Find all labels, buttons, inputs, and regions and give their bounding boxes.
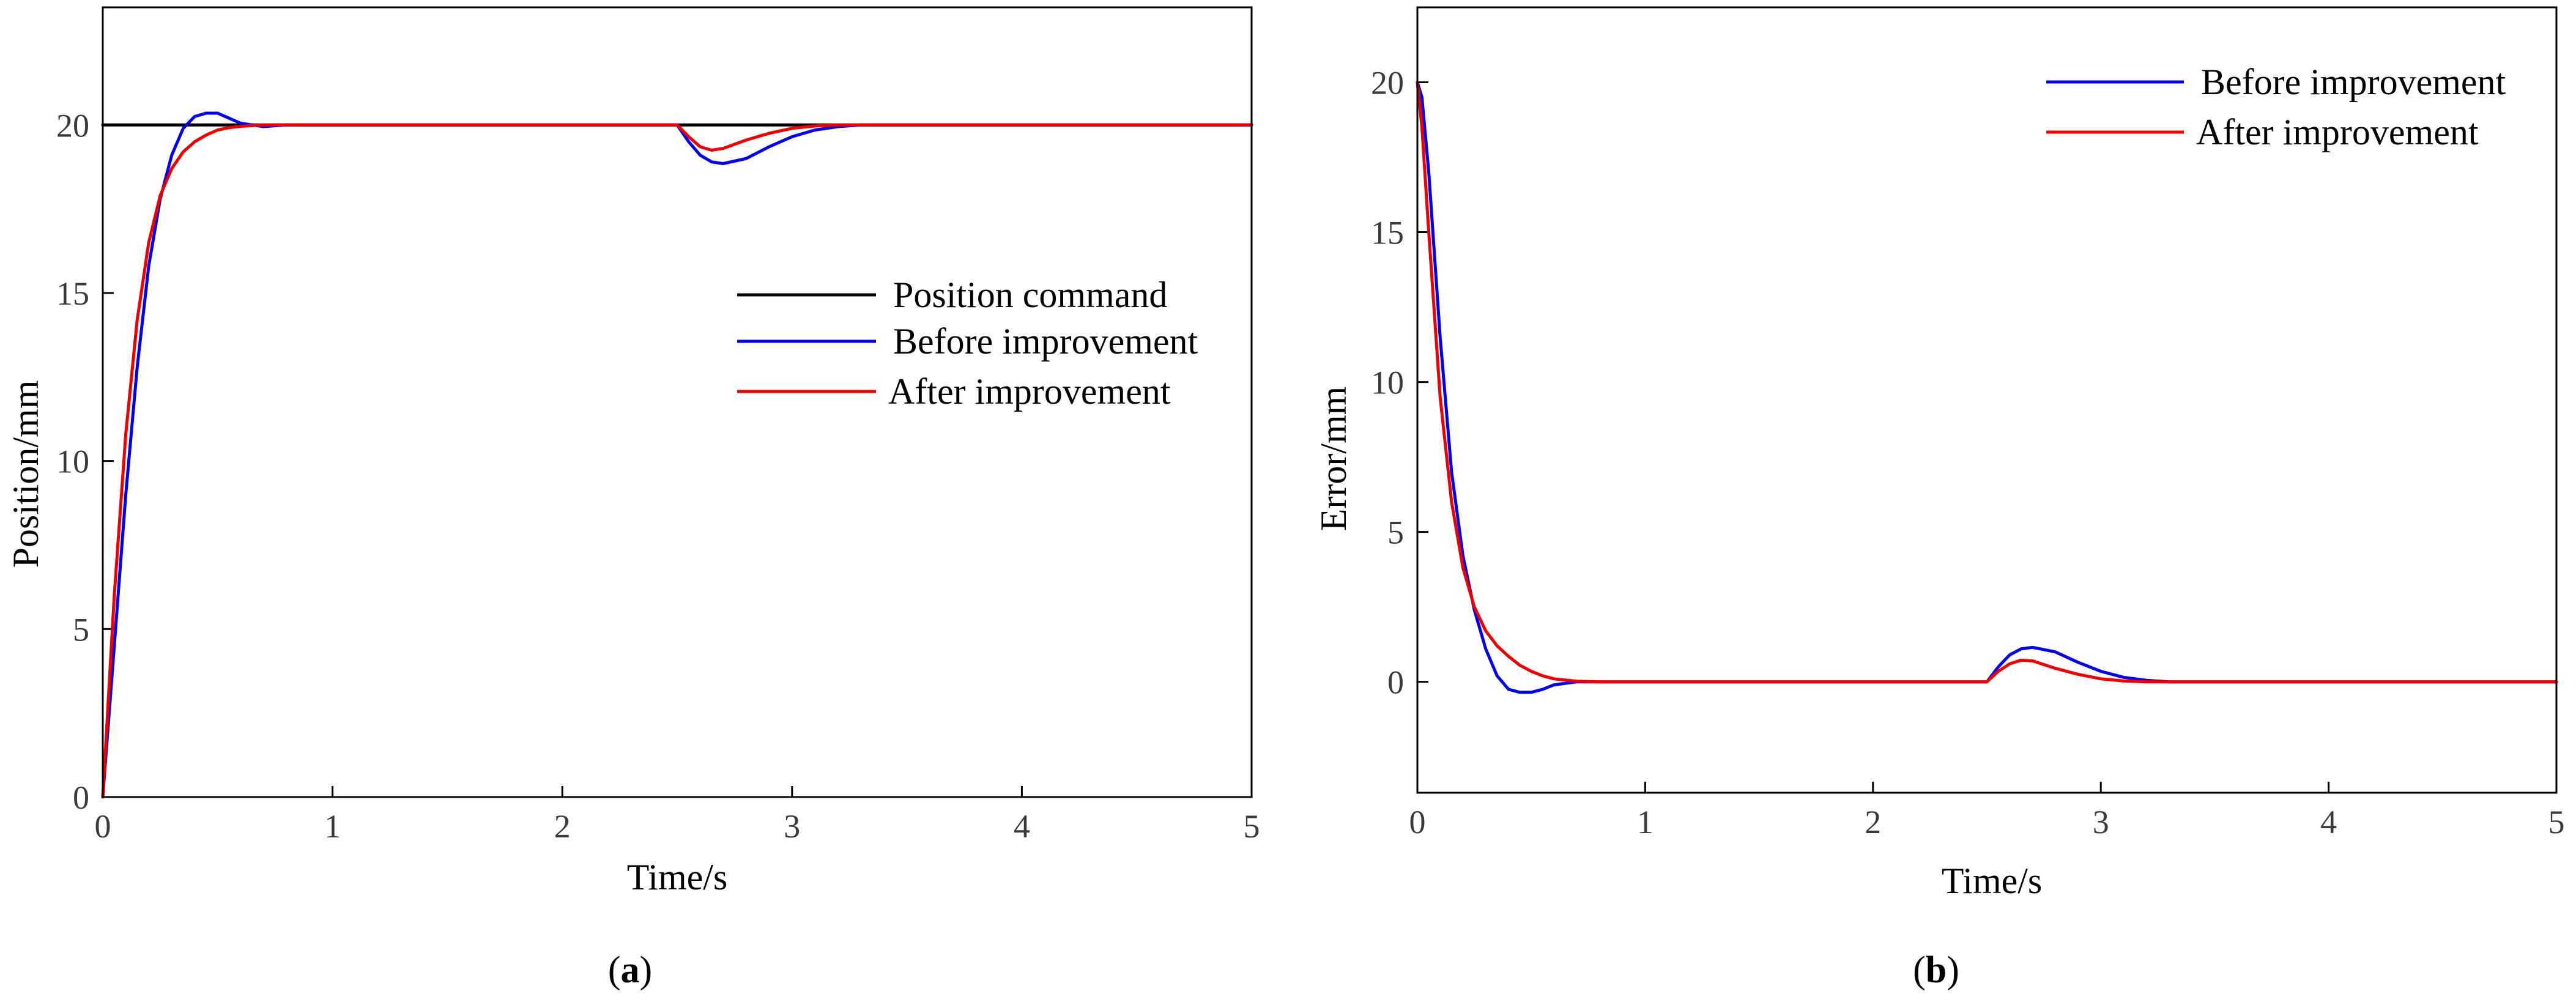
panel-b-ytick-label-15: 15 xyxy=(1371,215,1404,251)
panel-b-series-before-improvement xyxy=(1416,81,2558,694)
legend-label-before-improvement: Before improvement xyxy=(2201,62,2506,102)
panel-b-series-lines xyxy=(1416,81,2558,694)
panel-a-legend: Position command Before improvement Afte… xyxy=(737,275,1198,412)
panel-b-xtick-label-0: 0 xyxy=(1409,804,1426,840)
panel-b-xlabel: Time/s xyxy=(1942,861,2043,901)
panel-b-ytick-label-10: 10 xyxy=(1371,365,1404,401)
panel-a-ytick-label-0: 0 xyxy=(73,779,89,816)
panel-b-xtick-label-1: 1 xyxy=(1637,804,1654,840)
legend-label-after-improvement: After improvement xyxy=(2196,112,2479,152)
panel-a-ytick-label-15: 15 xyxy=(56,275,89,312)
panel-a-plot-frame xyxy=(102,6,1253,798)
panel-a-ticks: 0 1 2 3 4 5 0 5 10 15 20 xyxy=(56,107,1260,845)
panel-b-ytick-label-20: 20 xyxy=(1371,65,1404,102)
panel-a-xtick-label-3: 3 xyxy=(784,808,800,845)
panel-a-position-chart: 0 1 2 3 4 5 0 5 10 15 20 Position/mm Time/s Positi… xyxy=(6,6,1260,991)
legend-label-position-command: Position command xyxy=(893,275,1167,315)
panel-a-xlabel: Time/s xyxy=(627,857,728,897)
panel-a-xtick-label-4: 4 xyxy=(1014,808,1030,845)
panel-a-ytick-label-10: 10 xyxy=(56,443,89,480)
legend-label-before-improvement: Before improvement xyxy=(893,321,1198,362)
panel-b-legend: Before improvement After improvement xyxy=(2046,62,2506,152)
panel-a-xtick-label-1: 1 xyxy=(324,808,341,845)
panel-b-xtick-label-5: 5 xyxy=(2548,804,2565,840)
panel-b-ticks: 0 1 2 3 4 5 0 5 10 15 20 xyxy=(1371,65,2565,840)
panel-a-series-before-improvement xyxy=(101,111,1253,799)
panel-b-xtick-label-3: 3 xyxy=(2093,804,2109,840)
panel-b-error-chart: 0 1 2 3 4 5 0 5 10 15 20 Error/mm Time/s Before im… xyxy=(1313,6,2565,991)
panel-b-ylabel: Error/mm xyxy=(1313,387,1354,532)
panel-b-ytick-label-0: 0 xyxy=(1387,664,1404,701)
panel-a-ytick-label-5: 5 xyxy=(73,611,89,648)
panel-a-series-after-improvement xyxy=(101,123,1253,799)
panel-b-caption: (b) xyxy=(1913,949,1959,991)
panel-a-ylabel: Position/mm xyxy=(6,380,46,568)
panel-a-xtick-label-5: 5 xyxy=(1244,808,1260,845)
panel-b-plot-frame xyxy=(1416,6,2558,794)
panel-b-series-after-improvement xyxy=(1416,81,2558,684)
legend-label-after-improvement: After improvement xyxy=(888,371,1171,412)
panel-b-xtick-label-2: 2 xyxy=(1865,804,1881,840)
panel-b-ytick-label-5: 5 xyxy=(1387,514,1404,551)
panel-b-xtick-label-4: 4 xyxy=(2320,804,2337,840)
panel-a-caption: (a) xyxy=(608,949,652,991)
panel-a-series-lines xyxy=(101,111,1253,799)
panel-a-xtick-label-0: 0 xyxy=(95,808,111,845)
panel-a-ytick-label-20: 20 xyxy=(56,107,89,144)
panel-a-xtick-label-2: 2 xyxy=(554,808,571,845)
